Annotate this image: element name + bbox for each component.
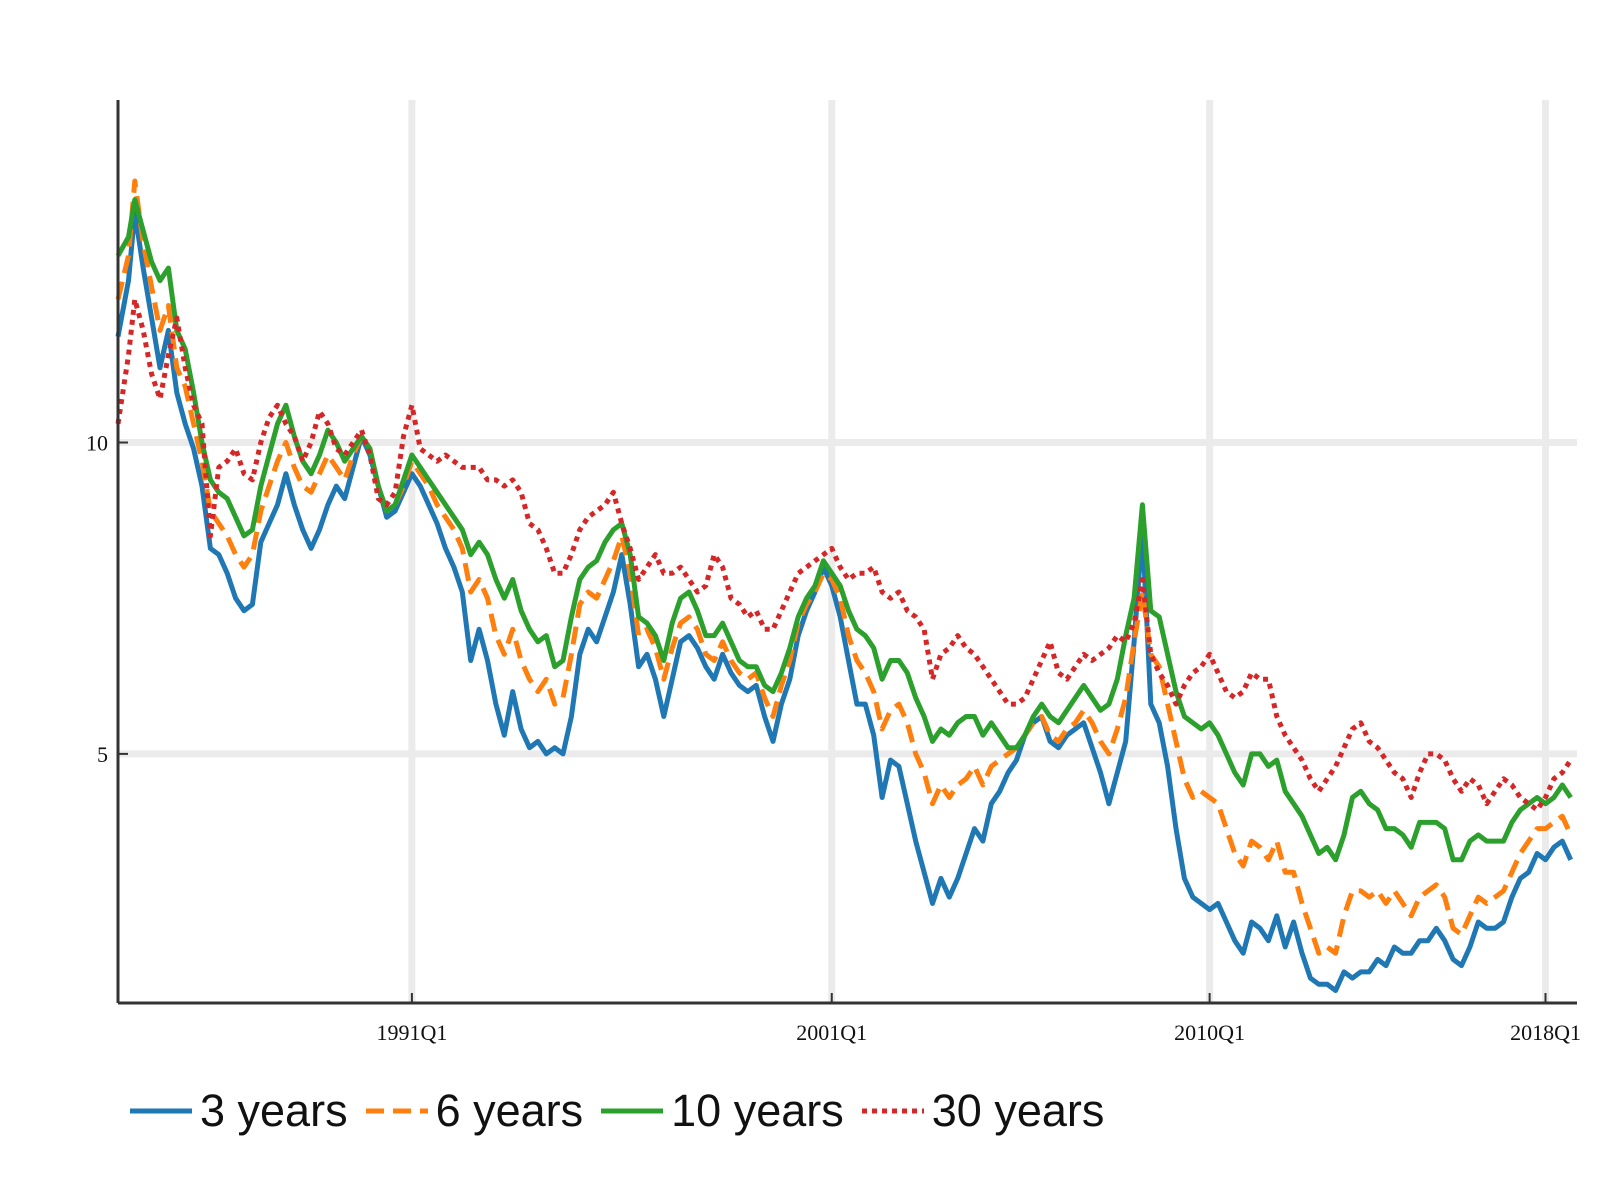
series-line-6-years [115, 178, 1573, 956]
legend-item: 3 years [130, 1085, 348, 1137]
legend-label: 10 years [671, 1085, 844, 1136]
series-line-10-years [115, 197, 1573, 863]
legend-item: 30 years [861, 1085, 1105, 1137]
series-lines [115, 178, 1573, 993]
x-tick-label: 2018Q1 [1510, 1020, 1581, 1045]
axes [116, 100, 1577, 1005]
tick-labels: 1991Q1 2001Q1 2010Q1 2018Q1 5 10 [86, 431, 1581, 1045]
y-tick-label: 5 [97, 742, 108, 767]
x-tick-label: 2001Q1 [796, 1020, 867, 1045]
x-tick-label: 1991Q1 [376, 1020, 447, 1045]
legend-item: 6 years [365, 1085, 584, 1137]
series-line-30-years [115, 296, 1573, 813]
x-tick-label: 2010Q1 [1174, 1020, 1245, 1045]
legend-swatch [861, 1108, 924, 1114]
legend-swatch [365, 1108, 428, 1114]
legend-swatch [130, 1108, 192, 1114]
grid-lines [118, 100, 1577, 1003]
legend-label: 30 years [931, 1085, 1105, 1136]
y-tick-label: 10 [86, 431, 108, 456]
legend-item: 10 years [601, 1085, 844, 1137]
legend-label: 3 years [200, 1085, 348, 1136]
legend: 3 years 6 years 10 years 30 years [130, 1085, 1122, 1137]
legend-swatch [601, 1108, 664, 1114]
legend-label: 6 years [435, 1085, 584, 1136]
